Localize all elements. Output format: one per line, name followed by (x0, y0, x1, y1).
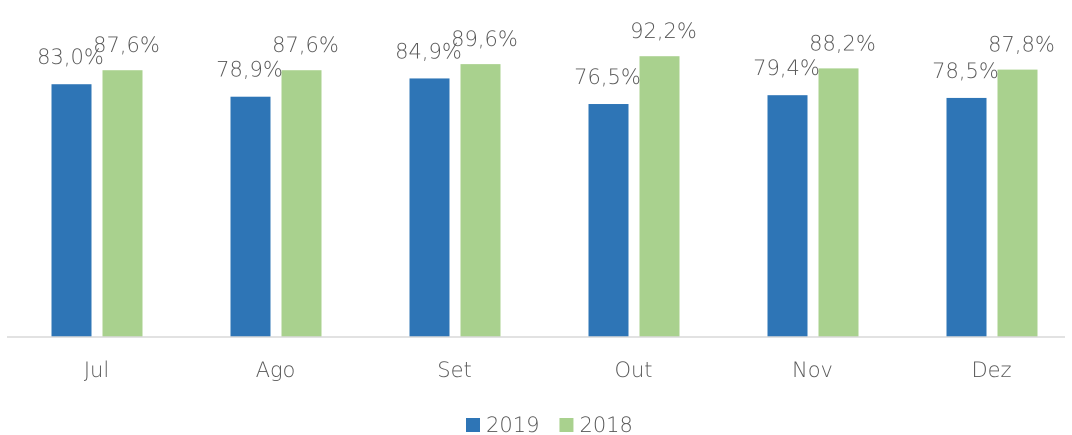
x-tick-label: Set (437, 358, 471, 382)
data-label: 79,4% (753, 56, 820, 80)
x-tick-label: Nov (792, 358, 833, 382)
x-tick-label: Ago (256, 358, 296, 382)
bar (588, 104, 629, 337)
bar (409, 78, 450, 337)
bar (102, 70, 143, 337)
x-tick-label: Out (614, 358, 652, 382)
data-label: 84,9% (395, 39, 462, 63)
data-label: 83,0% (37, 45, 104, 69)
x-tick-label: Dez (971, 358, 1011, 382)
data-label: 88,2% (809, 31, 876, 55)
data-label: 92,2% (630, 19, 697, 43)
legend-swatch (559, 418, 574, 432)
legend-swatch (466, 418, 480, 432)
data-label: 78,9% (216, 58, 283, 82)
bar (51, 84, 92, 338)
legend-label: 2019 (486, 413, 539, 435)
bar (997, 69, 1038, 337)
data-label: 87,6% (272, 33, 339, 57)
bar (818, 68, 859, 338)
bar (460, 64, 501, 338)
x-tick-label: Jul (84, 358, 109, 382)
data-label: 76,5% (574, 65, 641, 89)
bar (767, 95, 808, 337)
bar (946, 97, 987, 337)
data-label: 87,6% (93, 33, 160, 57)
data-label: 78,5% (932, 59, 999, 83)
bar (281, 70, 322, 337)
bar (639, 56, 680, 337)
data-label: 87,8% (988, 33, 1055, 57)
data-label: 89,6% (451, 27, 518, 51)
legend-label: 2018 (579, 413, 632, 435)
bar (230, 96, 271, 337)
